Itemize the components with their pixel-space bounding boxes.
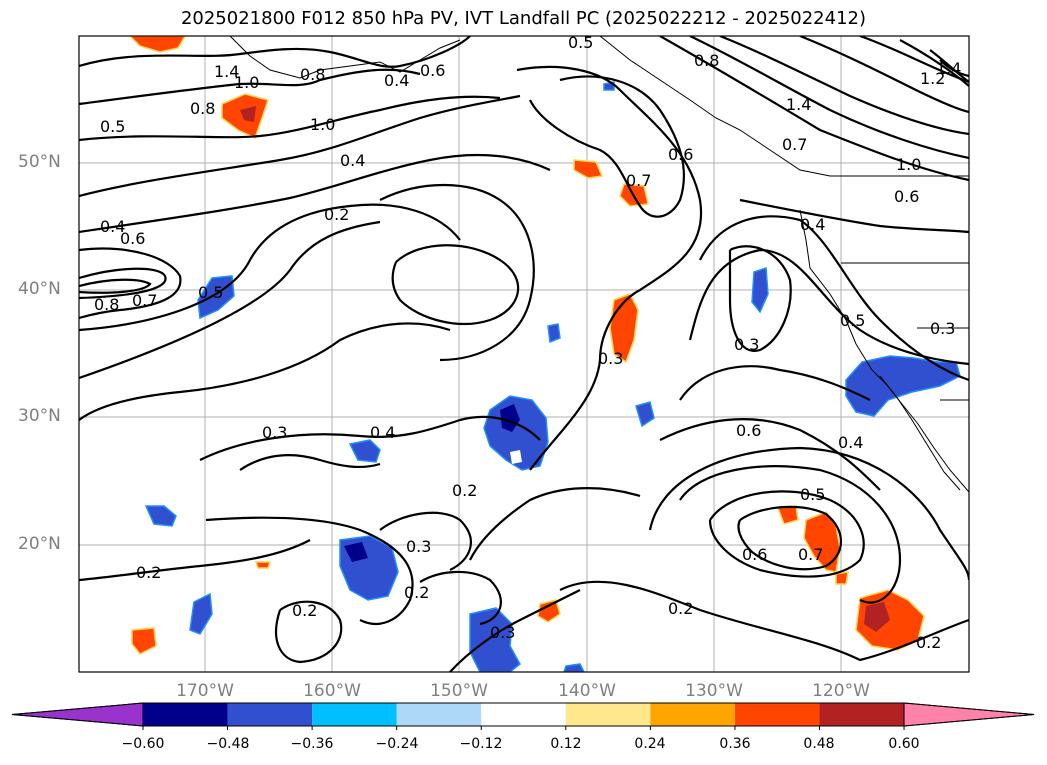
contour-label: 0.8: [190, 99, 215, 118]
contour-label: 0.2: [292, 601, 317, 620]
lon-label: 120°W: [812, 681, 870, 701]
contour-label: 0.2: [136, 563, 161, 582]
contour-label: 0.8: [694, 51, 719, 70]
contour-label: 0.4: [838, 433, 863, 452]
contour-label: 0.3: [490, 623, 515, 642]
map-title: 2025021800 F012 850 hPa PV, IVT Landfall…: [180, 8, 867, 29]
colorbar-tick-label: −0.12: [459, 736, 503, 752]
contour-label: 1.4: [214, 62, 239, 81]
contour-label: 0.8: [94, 295, 119, 314]
contour-label: 0.6: [420, 61, 445, 80]
contour-label: 0.4: [340, 151, 365, 170]
contour-label: 0.8: [300, 65, 325, 84]
negative-anomaly-shading: [144, 81, 961, 672]
lat-label: 40°N: [18, 279, 61, 299]
coastlines: [229, 36, 969, 493]
contour-label: 0.7: [626, 171, 651, 190]
colorbar-segment: [227, 703, 313, 726]
contour-label: 0.6: [894, 187, 919, 206]
colorbar: [11, 702, 1035, 730]
colorbar-tick-label: 0.36: [719, 736, 751, 752]
contour-label: 0.3: [598, 349, 623, 368]
map-frame: [78, 35, 970, 673]
lon-label: 160°W: [303, 681, 361, 701]
contour-label: 0.2: [404, 583, 429, 602]
contour-labels: 0.5 1.4 0.8 1.0 0.8 0.5 1.0 0.4 0.6 0.4 …: [94, 33, 961, 652]
map-background: [79, 36, 969, 672]
contour-label: 0.4: [800, 215, 825, 234]
colorbar-tick-label: −0.48: [206, 736, 250, 752]
contour-label: 0.5: [568, 33, 593, 52]
contour-label: 0.3: [930, 319, 955, 338]
lat-label: 20°N: [18, 534, 61, 554]
lon-label: 150°W: [430, 681, 488, 701]
contour-label: 0.4: [370, 423, 395, 442]
contour-label: 0.3: [406, 537, 431, 556]
lon-label: 140°W: [558, 681, 616, 701]
lon-label: 130°W: [685, 681, 743, 701]
colorbar-segment: [481, 703, 566, 726]
contour-label: 0.2: [916, 633, 941, 652]
contour-label: 1.2: [920, 69, 945, 88]
pv-contours: [79, 36, 969, 672]
positive-anomaly-shading: [128, 36, 925, 655]
contour-label: 0.6: [742, 545, 767, 564]
colorbar-segment: [650, 703, 735, 726]
contour-label: 0.4: [384, 71, 409, 90]
contour-label: 0.5: [100, 117, 125, 136]
contour-label: 0.7: [782, 135, 807, 154]
contour-label: 0.2: [668, 599, 693, 618]
contour-label: 1.4: [786, 95, 811, 114]
colorbar-tick-label: 0.24: [634, 736, 666, 752]
contour-label: 0.2: [324, 205, 349, 224]
colorbar-extension-right: [903, 702, 1035, 727]
lat-label: 30°N: [18, 406, 61, 426]
colorbar-tick-label: −0.24: [375, 736, 419, 752]
contour-label: 0.6: [736, 421, 761, 440]
contour-label: 1.4: [936, 59, 961, 78]
colorbar-tick-label: −0.36: [290, 736, 334, 752]
colorbar-tick-label: 0.12: [550, 736, 582, 752]
contour-label: 0.4: [100, 217, 125, 236]
contour-label: 0.5: [800, 485, 825, 504]
contour-label: 0.6: [120, 229, 145, 248]
contour-label: 1.0: [310, 115, 335, 134]
contour-label: 0.5: [198, 283, 223, 302]
colorbar-segment: [143, 703, 228, 726]
colorbar-tick-label: −0.60: [121, 736, 165, 752]
colorbar-segment: [396, 703, 482, 726]
colorbar-segment: [819, 703, 905, 726]
lat-label: 50°N: [18, 152, 61, 172]
contour-label: 0.3: [262, 423, 287, 442]
contour-label: 1.0: [234, 73, 259, 92]
contour-label: 0.5: [840, 311, 865, 330]
contour-label: 0.7: [132, 291, 157, 310]
colorbar-tick-label: 0.60: [888, 736, 920, 752]
contour-label: 0.6: [668, 145, 693, 164]
colorbar-segment: [565, 703, 651, 726]
lon-label: 170°W: [176, 681, 234, 701]
colorbar-extension-left: [11, 702, 144, 727]
contour-label: 0.2: [452, 481, 477, 500]
contour-label: 0.3: [734, 335, 759, 354]
colorbar-tick-label: 0.48: [803, 736, 835, 752]
colorbar-segment: [734, 703, 820, 726]
colorbar-segment: [312, 703, 397, 726]
contour-label: 0.7: [798, 545, 823, 564]
contour-label: 1.0: [896, 155, 921, 174]
